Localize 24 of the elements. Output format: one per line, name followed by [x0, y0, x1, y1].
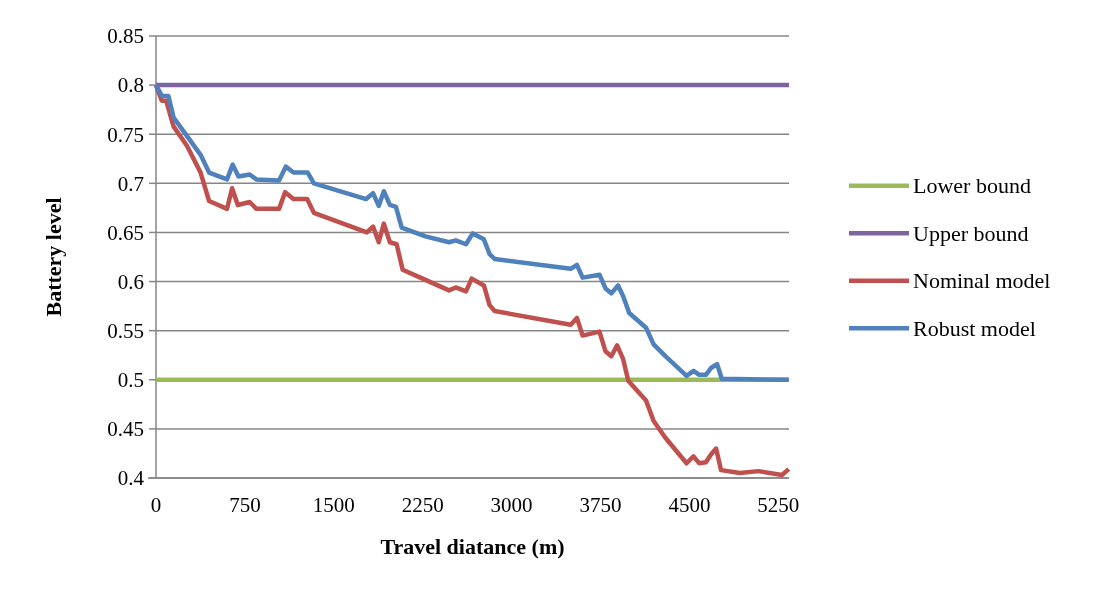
y-axis-title: Battery level: [41, 197, 66, 317]
y-tick-label: 0.85: [107, 24, 144, 49]
x-tick-label: 4500: [668, 493, 711, 517]
y-tick-label: 0.8: [117, 73, 144, 98]
legend-label: Lower bound: [913, 173, 1031, 199]
legend-label: Nominal model: [913, 268, 1051, 294]
x-tick-label: 1500: [312, 493, 355, 517]
y-tick-label: 0.65: [107, 220, 144, 245]
x-tick-label: 0: [150, 493, 162, 517]
legend-label: Robust model: [913, 315, 1036, 341]
y-tick-label: 0.7: [117, 171, 144, 196]
y-tick-label: 0.55: [107, 319, 144, 344]
legend-label: Upper bound: [913, 220, 1029, 246]
x-tick-label: 2250: [401, 493, 444, 517]
y-tick-label: 0.4: [117, 466, 145, 491]
y-tick-label: 0.75: [107, 122, 144, 147]
x-tick-label: 5250: [757, 493, 800, 517]
x-tick-label: 3750: [579, 493, 622, 517]
y-tick-label: 0.6: [117, 269, 144, 294]
y-tick-label: 0.45: [107, 417, 144, 442]
x-axis-title: Travel diatance (m): [380, 534, 565, 559]
x-tick-label: 3000: [490, 493, 533, 517]
y-tick-label: 0.5: [117, 368, 144, 393]
x-tick-label: 750: [229, 493, 261, 517]
